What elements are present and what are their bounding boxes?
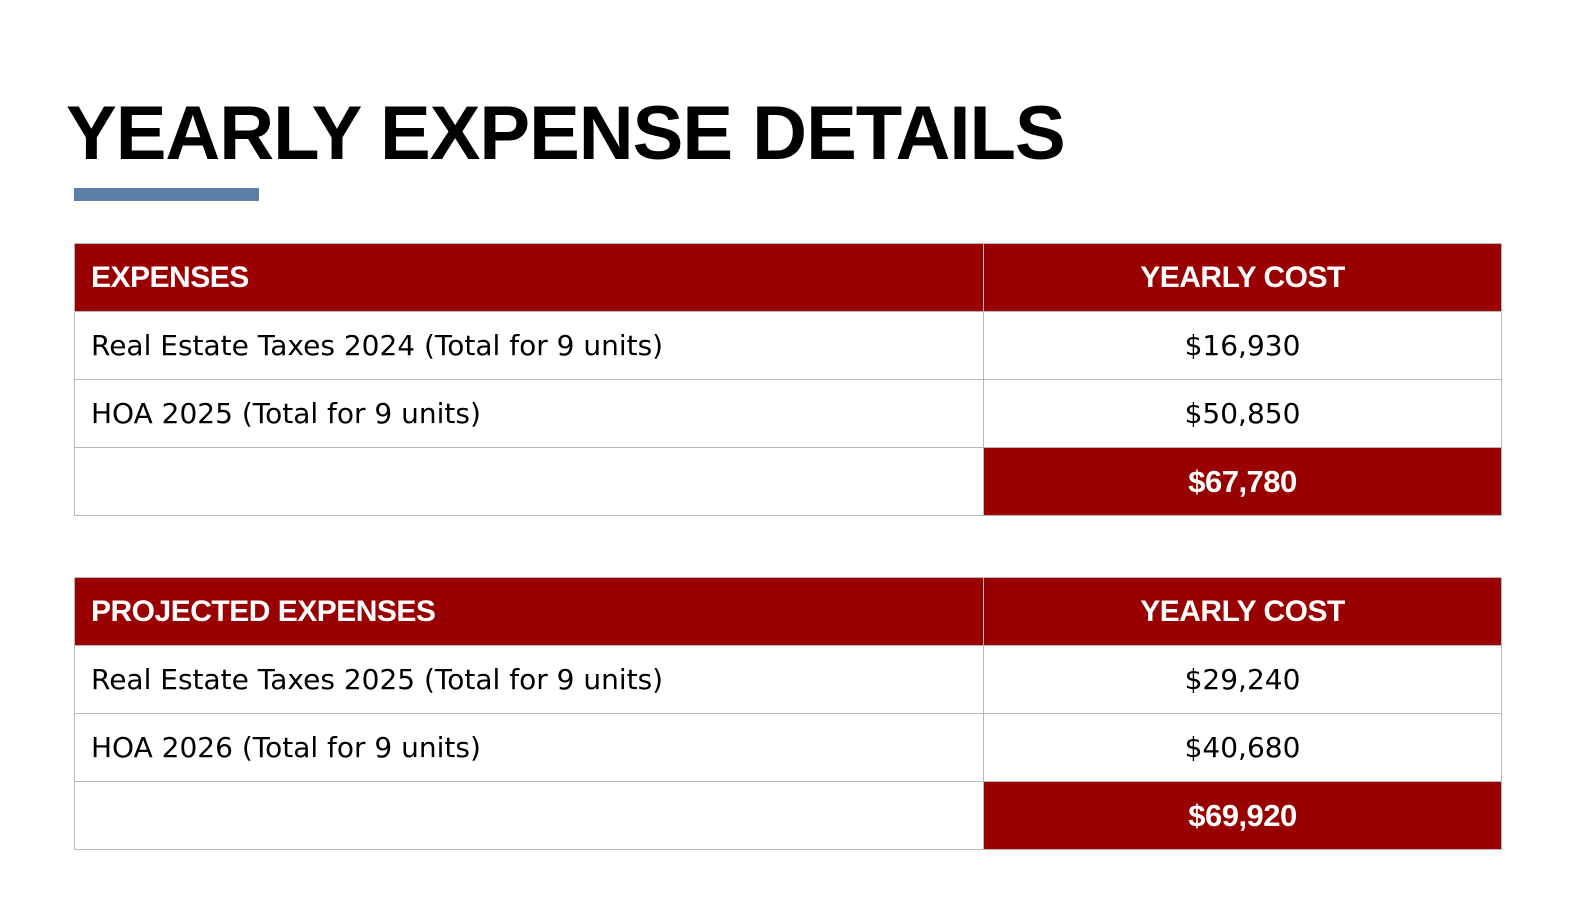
table-row: HOA 2026 (Total for 9 units) $40,680 — [74, 713, 1502, 782]
page-title: YEARLY EXPENSE DETAILS — [66, 91, 1066, 176]
expense-value: $16,930 — [983, 311, 1502, 380]
expense-value: $40,680 — [983, 713, 1502, 782]
table-row: HOA 2025 (Total for 9 units) $50,850 — [74, 379, 1502, 448]
expense-label: Real Estate Taxes 2024 (Total for 9 unit… — [74, 311, 984, 380]
projected-expenses-table: PROJECTED EXPENSES YEARLY COST Real Esta… — [74, 577, 1502, 850]
total-row: $69,920 — [74, 781, 1502, 850]
expense-label: HOA 2026 (Total for 9 units) — [74, 713, 984, 782]
total-value: $69,920 — [983, 781, 1502, 850]
total-value: $67,780 — [983, 447, 1502, 516]
table-row: Real Estate Taxes 2025 (Total for 9 unit… — [74, 645, 1502, 714]
table-row: Real Estate Taxes 2024 (Total for 9 unit… — [74, 311, 1502, 380]
projected-expenses-column-header: PROJECTED EXPENSES — [74, 577, 984, 646]
expense-value: $50,850 — [983, 379, 1502, 448]
table-header-row: PROJECTED EXPENSES YEARLY COST — [74, 577, 1502, 646]
title-underline — [74, 188, 259, 201]
yearly-cost-column-header: YEARLY COST — [983, 577, 1502, 646]
total-label-cell — [74, 447, 984, 516]
expense-value: $29,240 — [983, 645, 1502, 714]
yearly-cost-column-header: YEARLY COST — [983, 243, 1502, 312]
total-label-cell — [74, 781, 984, 850]
expenses-column-header: EXPENSES — [74, 243, 984, 312]
table-header-row: EXPENSES YEARLY COST — [74, 243, 1502, 312]
expense-label: Real Estate Taxes 2025 (Total for 9 unit… — [74, 645, 984, 714]
expenses-table: EXPENSES YEARLY COST Real Estate Taxes 2… — [74, 243, 1502, 516]
total-row: $67,780 — [74, 447, 1502, 516]
expense-label: HOA 2025 (Total for 9 units) — [74, 379, 984, 448]
